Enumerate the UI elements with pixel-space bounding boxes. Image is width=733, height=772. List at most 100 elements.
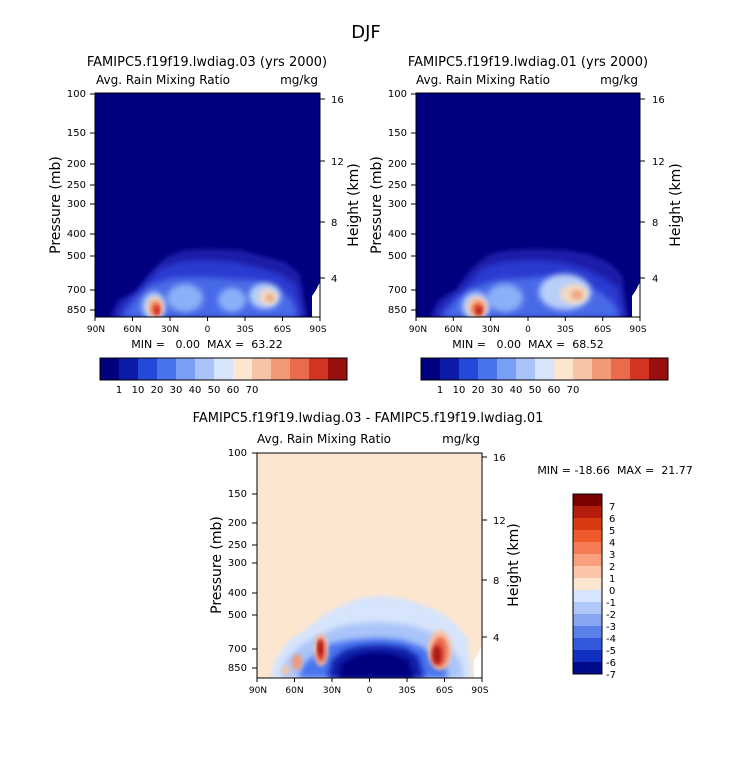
panel-3-contour-field (257, 453, 482, 678)
x-tick-label: 90S (471, 686, 488, 696)
colorbar-swatch (649, 358, 668, 380)
panel-2-colorbar: 1 10 20 30 40 50 60 70 (420, 357, 669, 396)
y2-tick-label: 8 (652, 218, 658, 229)
panel-3-y2label: Height (km) (506, 523, 522, 606)
colorbar-label: 10 (453, 385, 466, 396)
colorbar-label: 30 (170, 385, 183, 396)
colorbar-swatch (573, 602, 602, 614)
colorbar-label: 30 (491, 385, 504, 396)
panel-3-y-axis: 100 150 200 250 300 400 500 700 850 (228, 448, 257, 674)
panel-3-units: mg/kg (442, 432, 480, 446)
y2-tick-label: 16 (331, 95, 344, 106)
panel-2-y2-axis: 16 12 8 4 (640, 95, 665, 285)
y-tick-label: 100 (388, 89, 407, 100)
colorbar-swatch (421, 358, 440, 380)
colorbar-swatch (233, 358, 252, 380)
colorbar-swatch (535, 358, 554, 380)
colorbar-label: 4 (609, 538, 615, 549)
x-tick-label: 0 (367, 686, 373, 696)
panel-1-contour-field (95, 93, 320, 317)
y-tick-label: 250 (228, 540, 247, 551)
y-tick-label: 200 (228, 518, 247, 529)
y-tick-label: 150 (388, 128, 407, 139)
colorbar-swatch (440, 358, 459, 380)
panel-1-colorbar: 1 10 20 30 40 50 60 70 (99, 357, 348, 396)
y-tick-label: 200 (388, 159, 407, 170)
panel-2-ylabel: Pressure (mb) (369, 156, 385, 254)
colorbar-label: 60 (227, 385, 240, 396)
colorbar-swatch (573, 638, 602, 650)
x-tick-label: 30S (557, 325, 574, 335)
colorbar-label: -4 (606, 634, 616, 645)
colorbar-swatch (573, 578, 602, 590)
panel-1-x-axis: 90N 60N 30N 0 30S 60S 90S (87, 317, 327, 335)
colorbar-swatch (271, 358, 290, 380)
y-tick-label: 300 (67, 199, 86, 210)
y2-tick-label: 8 (331, 218, 337, 229)
colorbar-swatch (157, 358, 176, 380)
y-tick-label: 500 (388, 251, 407, 262)
panel-2: FAMIPC5.f19f19.lwdiag.01 (yrs 2000) Avg.… (369, 55, 684, 396)
colorbar-label: -6 (606, 658, 616, 669)
y-tick-label: 300 (228, 558, 247, 569)
panel-2-x-axis: 90N 60N 30N 0 30S 60S 90S (409, 317, 647, 335)
x-tick-label: 30N (323, 686, 341, 696)
panel-2-contour-field (416, 93, 640, 317)
y-tick-label: 850 (67, 305, 86, 316)
colorbar-label: 1 (116, 385, 122, 396)
colorbar-label: -3 (606, 622, 616, 633)
colorbar-label: -2 (606, 610, 616, 621)
x-tick-label: 60S (436, 686, 453, 696)
x-tick-label: 60N (123, 325, 141, 335)
panel-1-y2-axis: 16 12 8 4 (320, 95, 344, 285)
y-tick-label: 850 (388, 305, 407, 316)
colorbar-swatch (573, 542, 602, 554)
colorbar-label: 0 (609, 586, 615, 597)
colorbar-swatch (290, 358, 309, 380)
y2-tick-label: 12 (493, 516, 506, 527)
y-tick-label: 400 (388, 229, 407, 240)
colorbar-label: -1 (606, 598, 616, 609)
y-tick-label: 150 (228, 489, 247, 500)
y-tick-label: 150 (67, 128, 86, 139)
colorbar-swatch (252, 358, 271, 380)
y-tick-label: 850 (228, 663, 247, 674)
x-tick-label: 60S (274, 325, 291, 335)
colorbar-label: 50 (208, 385, 221, 396)
panel-1-y2label: Height (km) (346, 163, 362, 246)
panel-3-variable: Avg. Rain Mixing Ratio (257, 432, 391, 446)
colorbar-swatch (573, 626, 602, 638)
colorbar-label: 50 (529, 385, 542, 396)
y-tick-label: 500 (228, 610, 247, 621)
colorbar-label: 1 (609, 574, 615, 585)
colorbar-label: 5 (609, 526, 615, 537)
y-tick-label: 250 (388, 180, 407, 191)
colorbar-swatch (119, 358, 138, 380)
colorbar-swatch (138, 358, 157, 380)
x-tick-label: 30N (482, 325, 500, 335)
colorbar-swatch (497, 358, 516, 380)
y-tick-label: 400 (228, 588, 247, 599)
x-tick-label: 30N (161, 325, 179, 335)
colorbar-label: 3 (609, 550, 615, 561)
y2-tick-label: 4 (652, 274, 658, 285)
y-tick-label: 250 (67, 180, 86, 191)
colorbar-swatch (516, 358, 535, 380)
y-tick-label: 200 (67, 159, 86, 170)
colorbar-label: 6 (609, 514, 615, 525)
panel-1-y-axis: 100 150 200 250 300 400 500 700 850 (67, 89, 95, 316)
panel-2-units: mg/kg (600, 73, 638, 87)
panel-3-y2-axis: 16 12 8 4 (482, 453, 506, 644)
panel-3-title: FAMIPC5.f19f19.lwdiag.03 - FAMIPC5.f19f1… (193, 411, 544, 426)
x-tick-label: 60N (444, 325, 462, 335)
panel-2-title: FAMIPC5.f19f19.lwdiag.01 (yrs 2000) (408, 55, 648, 70)
panel-2-variable: Avg. Rain Mixing Ratio (416, 73, 550, 87)
panel-1-variable: Avg. Rain Mixing Ratio (96, 73, 230, 87)
panel-1-title: FAMIPC5.f19f19.lwdiag.03 (yrs 2000) (87, 55, 327, 70)
panel-2-y2label: Height (km) (668, 163, 684, 246)
x-tick-label: 90N (87, 325, 105, 335)
y-tick-label: 500 (67, 251, 86, 262)
panel-3-colorbar: 7 6 5 4 3 2 1 0 -1 -2 -3 -4 -5 -6 -7 (572, 493, 616, 681)
y2-tick-label: 16 (652, 95, 665, 106)
y-tick-label: 700 (388, 285, 407, 296)
